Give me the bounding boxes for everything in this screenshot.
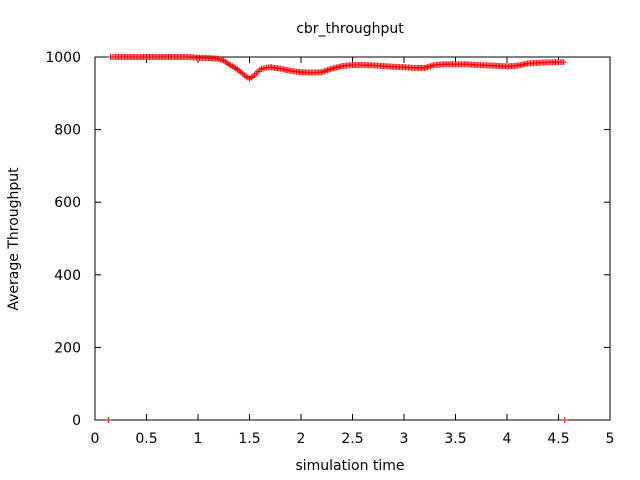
y-tick-label: 600 [54, 195, 81, 211]
data-point [321, 68, 328, 75]
x-tick-label: 3 [400, 431, 409, 447]
y-tick-label: 800 [54, 123, 81, 139]
data-point [327, 66, 334, 73]
data-point [318, 69, 325, 76]
chart-title: cbr_throughput [296, 21, 404, 37]
x-tick-label: 0 [91, 431, 100, 447]
x-tick-label: 3.5 [444, 431, 466, 447]
data-point [320, 68, 327, 75]
data-point [560, 59, 567, 66]
x-tick-label: 1.5 [238, 431, 260, 447]
data-point [105, 417, 112, 423]
data-point [561, 417, 568, 423]
x-tick-label: 2 [297, 431, 306, 447]
y-tick-label: 200 [54, 340, 81, 356]
data-point [324, 67, 331, 74]
x-tick-label: 1 [194, 431, 203, 447]
x-tick-label: 4.5 [547, 431, 569, 447]
y-axis: 0 200 400 600 800 1000 [45, 50, 610, 429]
x-tick-label: 4 [503, 431, 512, 447]
y-tick-label: 400 [54, 268, 81, 284]
x-tick-label: 2.5 [341, 431, 363, 447]
y-axis-label: Average Throughput [6, 167, 22, 311]
x-tick-label: 5 [606, 431, 615, 447]
x-axis-label: simulation time [295, 458, 404, 474]
y-tick-label: 0 [72, 413, 81, 429]
y-tick-label: 1000 [45, 50, 81, 66]
data-point [325, 66, 332, 73]
series-points [105, 54, 568, 423]
x-tick-label: 0.5 [135, 431, 157, 447]
x-axis: 0 0.5 1 1.5 2 2.5 3 3.5 4 4.5 5 [91, 57, 615, 447]
data-point [323, 67, 330, 74]
